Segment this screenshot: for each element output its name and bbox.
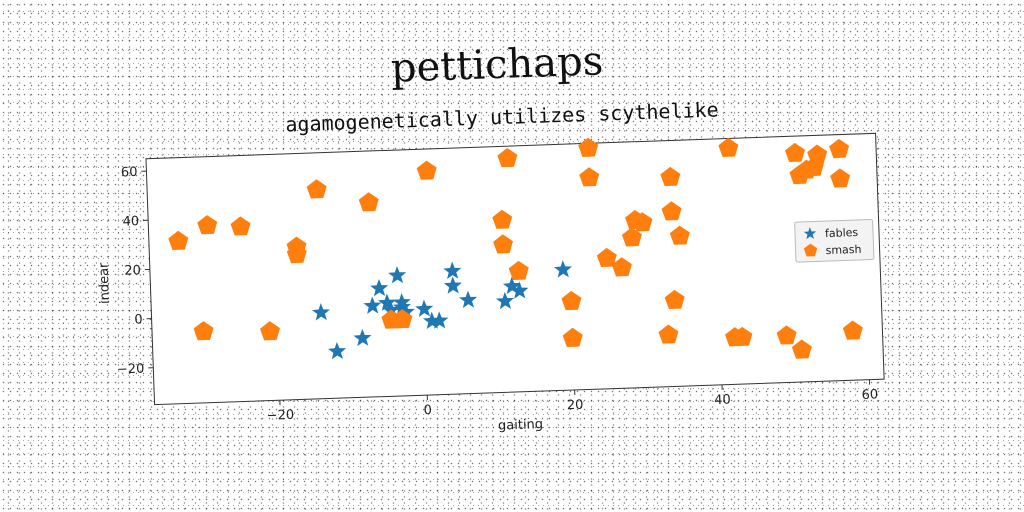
- x-tick-label: 0: [423, 403, 432, 418]
- fables-point: [363, 296, 382, 314]
- smash-point: [829, 138, 850, 159]
- x-tick-label: 60: [861, 387, 878, 403]
- smash-point: [230, 216, 251, 236]
- smash-point: [776, 325, 797, 345]
- fables-point: [415, 299, 434, 317]
- smash-point: [497, 147, 518, 168]
- legend-smash-marker: [803, 243, 818, 257]
- smash-point: [784, 142, 805, 163]
- axis-ticks: −20 0 20 40 60 −20 0 20 40 60: [117, 165, 879, 424]
- smash-point: [669, 225, 690, 245]
- fables-point: [553, 260, 573, 278]
- y-tick-label: −20: [117, 362, 145, 378]
- fables-point: [370, 279, 389, 297]
- fables-point: [510, 281, 529, 299]
- legend-label: smash: [825, 243, 861, 257]
- smash-point: [596, 247, 617, 268]
- fables-point: [388, 266, 407, 284]
- smash-point: [807, 144, 828, 164]
- smash-point: [661, 201, 682, 221]
- smash-point: [791, 339, 812, 359]
- smash-point: [492, 209, 513, 229]
- fables-point: [328, 342, 347, 360]
- fables-point: [430, 311, 449, 329]
- smash-point: [168, 230, 189, 251]
- smash-point: [358, 192, 379, 212]
- smash-point: [830, 168, 851, 188]
- smash-point: [579, 167, 600, 187]
- smash-point: [658, 324, 679, 344]
- y-axis-label: indear: [97, 262, 113, 305]
- smash-point: [718, 137, 739, 157]
- smash-point: [306, 179, 327, 199]
- legend: fables smash: [794, 219, 875, 263]
- smash-point: [660, 166, 681, 187]
- plot-group: −20 0 20 40 60 −20 0 20 40 60 gaiting indear fabl…: [97, 132, 885, 434]
- smash-point: [193, 321, 214, 341]
- x-tick-label: 40: [714, 393, 731, 409]
- smash-point: [562, 327, 583, 348]
- smash-point: [493, 234, 513, 254]
- fables-point: [443, 276, 462, 294]
- y-tick-label: 0: [134, 312, 143, 327]
- smash-point: [621, 227, 642, 247]
- smash-point: [664, 289, 685, 310]
- fables-point: [311, 303, 330, 321]
- fables-point: [495, 291, 515, 310]
- chart-subtitle: agamogenetically utilizes scythelike: [285, 97, 719, 136]
- smash-point: [416, 160, 437, 180]
- smash-point: [732, 326, 753, 347]
- fables-point: [459, 290, 478, 309]
- smash-point: [286, 243, 307, 264]
- smash-point: [632, 212, 653, 232]
- x-tick-label: −20: [266, 408, 294, 424]
- chart-title: pettichaps: [390, 38, 604, 91]
- x-tick-label: 20: [567, 398, 584, 414]
- smash-point: [260, 321, 280, 341]
- fables-point: [443, 261, 462, 280]
- smash-point: [392, 309, 413, 329]
- fables-point: [353, 328, 372, 347]
- y-tick-label: 20: [124, 263, 141, 279]
- y-tick-label: 40: [122, 214, 139, 230]
- y-tick-label: 60: [121, 165, 138, 181]
- smash-point: [842, 320, 863, 340]
- smash-point: [578, 137, 599, 157]
- smash-point: [508, 260, 529, 281]
- x-axis-label: gaiting: [498, 417, 544, 434]
- smash-point: [561, 290, 582, 311]
- smash-point: [197, 215, 218, 235]
- smash-point: [611, 257, 632, 277]
- data-marks: [168, 137, 863, 360]
- legend-fables-marker: [803, 227, 817, 240]
- legend-label: fables: [825, 226, 859, 240]
